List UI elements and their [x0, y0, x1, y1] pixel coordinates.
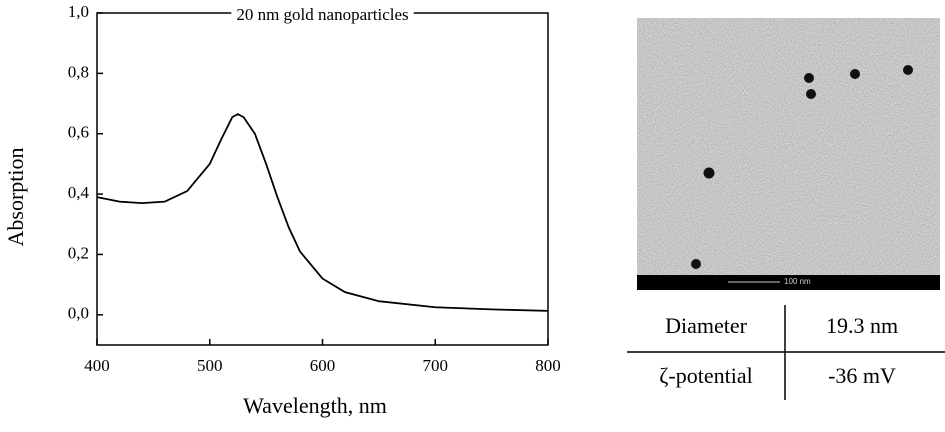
particle — [804, 73, 814, 83]
x-tick-label: 700 — [423, 356, 449, 375]
y-axis-title: Absorption — [3, 148, 28, 247]
particle — [703, 167, 715, 179]
x-tick-label: 800 — [535, 356, 561, 375]
y-tick-label: 1,0 — [68, 2, 89, 21]
y-tick-label: 0,2 — [68, 243, 89, 262]
table-cell: -36 mV — [828, 363, 896, 388]
title-bg — [231, 4, 414, 24]
particle — [903, 65, 913, 75]
x-tick-label: 400 — [84, 356, 110, 375]
table-cell: ζ-potential — [659, 363, 752, 388]
y-tick-label: 0,8 — [68, 62, 89, 81]
scale-bar-strip — [637, 275, 940, 290]
x-tick-label: 500 — [197, 356, 223, 375]
chart-title: 20 nm gold nanoparticles — [236, 5, 408, 24]
table-cell: 19.3 nm — [826, 313, 898, 338]
particle — [850, 69, 860, 79]
x-axis-title: Wavelength, nm — [243, 393, 387, 418]
y-tick-label: 0,4 — [68, 183, 90, 202]
y-tick-label: 0,0 — [68, 304, 89, 323]
y-tick-label: 0,6 — [68, 123, 89, 142]
tem-image: 100 nm — [637, 18, 940, 290]
table: Diameter 19.3 nm ζ-potential -36 mV — [627, 305, 945, 400]
x-tick-label: 600 — [310, 356, 336, 375]
scale-bar-label: 100 nm — [784, 277, 811, 286]
line-series — [96, 113, 549, 312]
plot-frame — [96, 12, 549, 346]
particle — [691, 259, 701, 269]
table-cell: Diameter — [665, 313, 748, 338]
particle — [806, 89, 816, 99]
image-noise — [637, 18, 940, 275]
